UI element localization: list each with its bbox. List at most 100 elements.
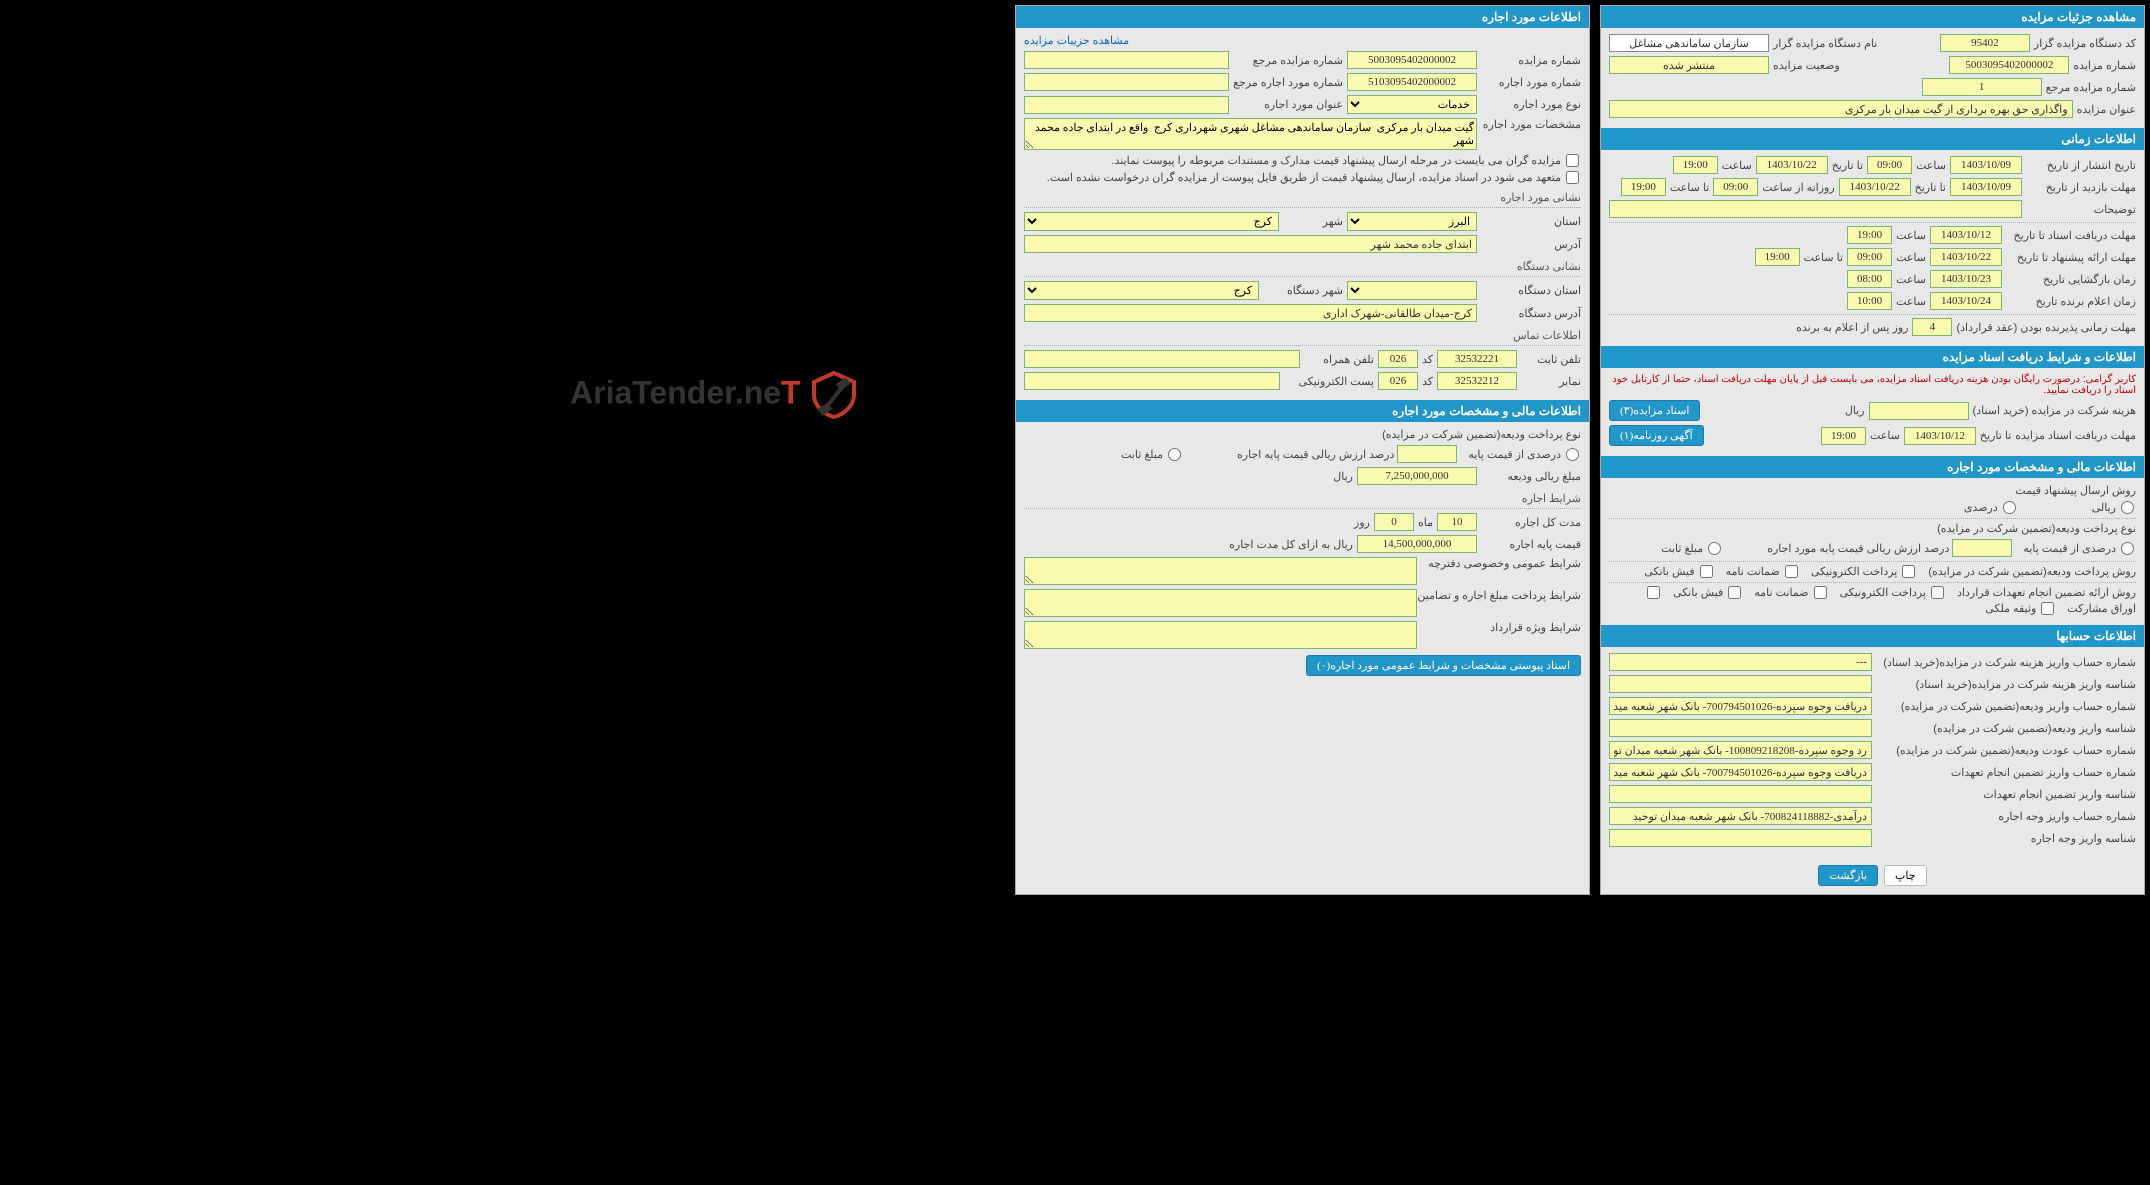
partnership-check[interactable] (1647, 586, 1660, 599)
offer-from-hour[interactable] (1847, 248, 1892, 266)
dev-province-label: استان دستگاه (1481, 284, 1581, 297)
address-label: آدرس (1481, 238, 1581, 251)
rial-label-l: ریال (1333, 470, 1353, 483)
publish-to-hour[interactable] (1673, 156, 1718, 174)
fee-input[interactable] (1869, 402, 1969, 420)
rial-radio[interactable] (2121, 501, 2134, 514)
auction-status-input[interactable] (1609, 56, 1769, 74)
offer-from-date[interactable] (1930, 248, 2002, 266)
address-input[interactable] (1024, 235, 1477, 253)
visit-from-hour[interactable] (1713, 178, 1758, 196)
dev-city-select[interactable]: کرج (1024, 281, 1259, 300)
accept-days[interactable] (1912, 318, 1952, 336)
specs-textarea[interactable]: گیت میدان بار مرکزی سازمان ساماندهی مشاغ… (1024, 118, 1477, 150)
item-ref-input[interactable] (1024, 73, 1229, 91)
acc3-input[interactable] (1609, 741, 1872, 759)
id4-input[interactable] (1609, 785, 1872, 803)
deposit-type-label: نوع پرداخت ودیعه(تضمین شرکت در مزایده) (1937, 522, 2136, 535)
hour-label: ساعت (1916, 159, 1946, 172)
print-button[interactable]: چاپ (1884, 865, 1927, 886)
auction-no-input[interactable] (1949, 56, 2069, 74)
back-button[interactable]: بازگشت (1818, 865, 1878, 886)
id5-input[interactable] (1609, 829, 1872, 847)
open-hour[interactable] (1847, 270, 1892, 288)
check2[interactable] (1566, 171, 1579, 184)
acc1-input[interactable] (1609, 653, 1872, 671)
winner-hour[interactable] (1847, 292, 1892, 310)
dev-address-input[interactable] (1024, 304, 1477, 322)
base-percent-input-l[interactable] (1397, 445, 1457, 463)
fixed-amount-radio[interactable] (1708, 542, 1721, 555)
id1-input[interactable] (1609, 675, 1872, 693)
visit-to-hour[interactable] (1621, 178, 1666, 196)
id2-input[interactable] (1609, 719, 1872, 737)
dev-province-select[interactable] (1347, 281, 1477, 300)
check1[interactable] (1566, 154, 1579, 167)
code-input-2[interactable] (1378, 372, 1418, 390)
attach-button[interactable]: اسناد پیوستی مشخصات و شرایط عمومی مورد ا… (1306, 655, 1581, 676)
acc2-input[interactable] (1609, 697, 1872, 715)
notary-textarea[interactable] (1024, 557, 1417, 585)
base-price-input[interactable] (1357, 535, 1477, 553)
rial-label: ریال (1845, 404, 1865, 417)
elec-check-2[interactable] (1931, 586, 1944, 599)
days-input[interactable] (1374, 513, 1414, 531)
ref-no-input[interactable] (1922, 78, 2042, 96)
fax-input[interactable] (1437, 372, 1517, 390)
code-input[interactable] (1378, 350, 1418, 368)
base-percent-radio-l[interactable] (1566, 448, 1579, 461)
left-column: اطلاعات مورد اجاره مشاهده جزییات مزایده … (1015, 5, 1590, 895)
view-details-link[interactable]: مشاهده جزییات مزایده (1024, 34, 1129, 47)
to-label: تا تاریخ (1832, 159, 1863, 172)
section-header-accounts: اطلاعات حسابها (1601, 625, 2144, 647)
ref-no-input-l[interactable] (1024, 51, 1229, 69)
open-date[interactable] (1930, 270, 2002, 288)
acc4-input[interactable] (1609, 763, 1872, 781)
deposit-amount-input[interactable] (1357, 467, 1477, 485)
city-select[interactable]: کرج (1024, 212, 1279, 231)
base-percent-input[interactable] (1952, 539, 2012, 557)
mobile-input[interactable] (1024, 350, 1300, 368)
visit-from-date[interactable] (1950, 178, 2022, 196)
doc-to-date[interactable] (1930, 226, 2002, 244)
payment-textarea[interactable] (1024, 589, 1417, 617)
months-input[interactable] (1437, 513, 1477, 531)
auction-title-input[interactable] (1609, 100, 2073, 118)
guarantee-check-2[interactable] (1814, 586, 1827, 599)
doc-to-hour[interactable] (1847, 226, 1892, 244)
docs-button[interactable]: اسناد مزایده(۳) (1609, 400, 1700, 421)
type-select[interactable]: خدمات (1347, 95, 1477, 114)
doc-deadline-date[interactable] (1904, 427, 1976, 445)
offer-to-hour[interactable] (1755, 248, 1800, 266)
section-header-rental: اطلاعات مورد اجاره (1016, 6, 1589, 28)
acc5-input[interactable] (1609, 807, 1872, 825)
fixed-radio-l[interactable] (1168, 448, 1181, 461)
base-percent-radio[interactable] (2121, 542, 2134, 555)
guarantee-check[interactable] (1785, 565, 1798, 578)
province-select[interactable]: البرز (1347, 212, 1477, 231)
property-check[interactable] (2041, 602, 2054, 615)
special-textarea[interactable] (1024, 621, 1417, 649)
doc-deadline-label-2: مهلت دریافت اسناد مزایده (2015, 429, 2136, 442)
item-no-input[interactable] (1347, 73, 1477, 91)
auctioneer-code-input[interactable] (1940, 34, 2030, 52)
auctioneer-name-input[interactable] (1609, 34, 1769, 52)
notes-input[interactable] (1609, 200, 2022, 218)
percent-radio[interactable] (2003, 501, 2016, 514)
email-input[interactable] (1024, 372, 1280, 390)
base-percent-label: درصدی از قیمت پایه (2023, 542, 2116, 555)
elec-check[interactable] (1902, 565, 1915, 578)
bank-check-2[interactable] (1728, 586, 1741, 599)
winner-date[interactable] (1930, 292, 2002, 310)
publish-from-hour[interactable] (1867, 156, 1912, 174)
visit-to-date[interactable] (1839, 178, 1911, 196)
newspaper-button[interactable]: آگهی روزنامه(۱) (1609, 425, 1704, 446)
auction-no-input-l[interactable] (1347, 51, 1477, 69)
doc-deadline-hour[interactable] (1821, 427, 1866, 445)
publish-from-date[interactable] (1950, 156, 2022, 174)
phone-input[interactable] (1437, 350, 1517, 368)
publish-to-date[interactable] (1756, 156, 1828, 174)
bank-check[interactable] (1700, 565, 1713, 578)
rental-title-input[interactable] (1024, 96, 1229, 114)
id4-label: شناسه واریز تضمین انجام تعهدات (1876, 788, 2136, 801)
